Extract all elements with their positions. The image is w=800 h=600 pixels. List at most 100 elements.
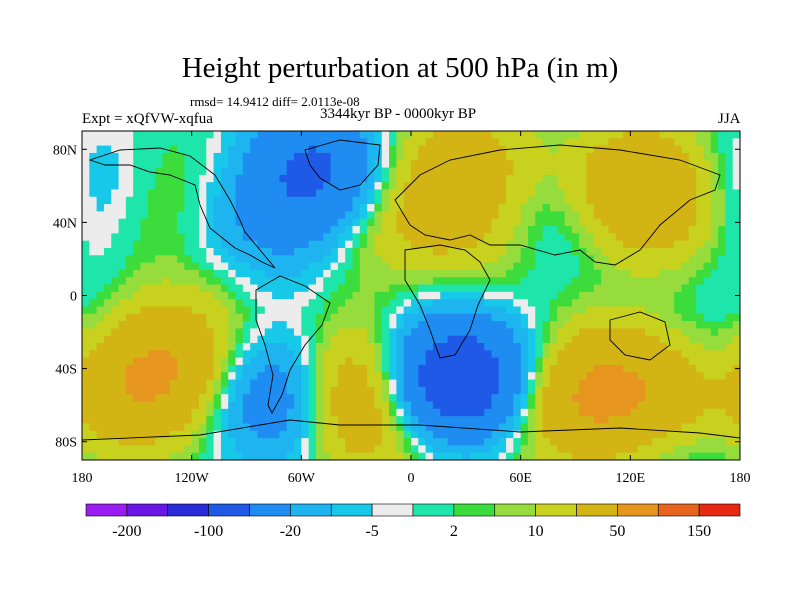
field-cell xyxy=(520,204,529,213)
field-cell xyxy=(593,204,602,213)
field-cell xyxy=(652,416,661,425)
field-cell xyxy=(454,131,463,139)
field-cell xyxy=(659,196,668,205)
field-cell xyxy=(308,277,317,286)
field-cell xyxy=(564,189,573,198)
field-cell xyxy=(359,452,368,460)
field-cell xyxy=(198,138,207,147)
field-cell xyxy=(330,335,339,344)
field-cell xyxy=(184,379,193,388)
field-cell xyxy=(520,277,529,286)
field-cell xyxy=(425,343,434,351)
field-cell xyxy=(615,430,624,439)
field-cell xyxy=(411,386,419,395)
field-cell xyxy=(491,445,500,454)
field-cell xyxy=(403,401,412,410)
field-cell xyxy=(608,240,617,249)
field-cell xyxy=(484,401,493,410)
field-cell xyxy=(454,204,463,213)
field-cell xyxy=(374,299,383,308)
field-cell xyxy=(301,233,310,242)
field-cell xyxy=(294,152,302,161)
field-cell xyxy=(177,416,185,425)
field-cell xyxy=(198,394,207,403)
field-cell xyxy=(162,277,171,286)
field-cell xyxy=(330,189,339,198)
field-cell xyxy=(484,131,493,139)
field-cell xyxy=(220,167,229,176)
field-cell xyxy=(718,364,726,373)
field-cell xyxy=(498,438,507,446)
field-cell xyxy=(169,131,178,139)
field-cell xyxy=(696,131,705,139)
field-cell xyxy=(601,430,609,439)
field-cell xyxy=(330,269,339,278)
field-cell xyxy=(323,233,332,242)
field-cell xyxy=(498,262,507,271)
field-cell xyxy=(688,357,697,366)
colorbar-label: -200 xyxy=(112,523,141,540)
field-cell xyxy=(206,452,215,460)
field-cell xyxy=(506,247,514,256)
field-cell xyxy=(703,350,712,359)
field-cell xyxy=(345,357,354,366)
field-cell xyxy=(133,379,142,388)
field-cell xyxy=(425,138,434,147)
field-cell xyxy=(549,335,558,344)
field-cell xyxy=(681,291,690,300)
field-cell xyxy=(228,394,237,403)
field-cell xyxy=(506,313,514,322)
field-cell xyxy=(352,401,361,410)
field-cell xyxy=(111,386,120,395)
field-cell xyxy=(411,438,419,446)
field-cell xyxy=(403,372,412,381)
field-cell xyxy=(228,174,237,183)
field-cell xyxy=(637,240,646,249)
field-cell xyxy=(257,138,266,147)
field-cell xyxy=(623,364,631,373)
field-cell xyxy=(637,189,646,198)
field-cell xyxy=(666,284,675,293)
field-cell xyxy=(308,138,317,147)
field-cell xyxy=(432,299,441,308)
field-cell xyxy=(169,204,178,213)
field-cell xyxy=(440,160,449,169)
field-cell xyxy=(484,438,493,446)
field-cell xyxy=(323,350,332,359)
field-cell xyxy=(491,299,500,308)
field-cell xyxy=(125,445,134,454)
field-cell xyxy=(601,218,609,227)
field-cell xyxy=(345,452,354,460)
field-cell xyxy=(162,247,171,256)
field-cell xyxy=(718,189,726,198)
field-cell xyxy=(359,284,368,293)
field-cell xyxy=(586,131,595,139)
field-cell xyxy=(498,167,507,176)
field-cell xyxy=(367,174,376,183)
field-cell xyxy=(111,372,120,381)
field-cell xyxy=(615,255,624,264)
field-cell xyxy=(96,145,105,154)
field-cell xyxy=(286,445,295,454)
field-cell xyxy=(374,430,383,439)
field-cell xyxy=(191,335,200,344)
field-cell xyxy=(425,291,434,300)
field-cell xyxy=(593,174,602,183)
field-cell xyxy=(674,218,683,227)
field-cell xyxy=(718,408,726,417)
field-cell xyxy=(703,269,712,278)
field-cell xyxy=(586,401,595,410)
field-cell xyxy=(469,240,478,249)
field-cell xyxy=(272,350,280,359)
field-cell xyxy=(659,218,668,227)
field-cell xyxy=(330,452,339,460)
field-cell xyxy=(593,423,602,432)
field-cell xyxy=(557,379,566,388)
field-cell xyxy=(703,438,712,446)
field-cell xyxy=(725,182,734,191)
field-cell xyxy=(374,131,383,139)
field-cell xyxy=(623,291,631,300)
field-cell xyxy=(593,196,602,205)
x-axis: 180 120W 60W 0 60E 120E 180 xyxy=(72,131,751,486)
field-cell xyxy=(315,328,324,337)
